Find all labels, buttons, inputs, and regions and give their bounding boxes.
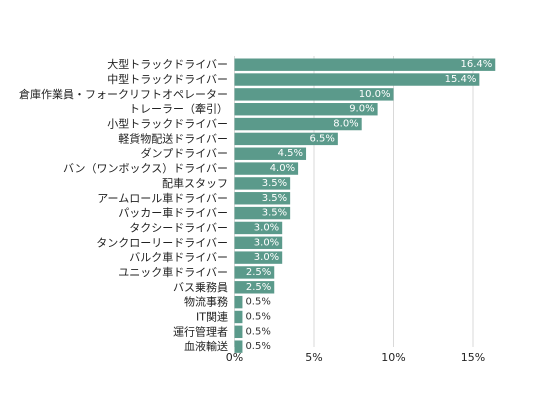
bar <box>234 221 283 235</box>
bar <box>234 162 299 175</box>
category-label: 大型トラックドライバー <box>107 57 228 71</box>
bar-value-label: 0.5% <box>245 341 270 352</box>
category-label: 軽貨物配送ドライバー <box>118 131 228 145</box>
bar <box>234 340 243 353</box>
bar-value-label: 6.5% <box>309 133 334 144</box>
bar <box>234 310 243 324</box>
category-label: アームロール車ドライバー <box>97 191 228 205</box>
bar-value-label: 3.0% <box>254 252 279 263</box>
bar <box>234 295 243 309</box>
category-label: IT関連 <box>196 309 228 323</box>
bar-value-label: 16.4% <box>460 59 492 70</box>
category-label: 物流事務 <box>184 295 228 309</box>
category-label: バルク車ドライバー <box>129 250 228 264</box>
bar <box>234 192 291 205</box>
bar-value-label: 8.0% <box>333 119 358 130</box>
bar <box>234 58 496 71</box>
bar-value-label: 3.0% <box>254 237 279 248</box>
category-label: タクシードライバー <box>129 221 228 234</box>
bar <box>234 147 307 160</box>
category-label: 配車スタッフ <box>162 176 228 190</box>
category-label: バン（ワンボックス）ドライバー <box>63 162 228 175</box>
category-label: 中型トラックドライバー <box>107 72 228 86</box>
bar <box>234 73 480 86</box>
bar <box>234 103 378 116</box>
bar-value-label: 0.5% <box>245 297 270 308</box>
category-label: パッカー車ドライバー <box>118 206 228 220</box>
bar <box>234 177 291 190</box>
x-tick-label: 5% <box>305 351 322 364</box>
bar-value-label: 2.5% <box>246 267 271 278</box>
bar-value-label: 9.0% <box>349 104 374 115</box>
bar-value-label: 3.5% <box>262 178 287 189</box>
bar-value-label: 0.5% <box>245 311 270 322</box>
bar <box>234 236 283 249</box>
bar-value-label: 10.0% <box>359 89 391 100</box>
category-label: トレーラー（牽引） <box>129 102 228 116</box>
bar-value-label: 3.0% <box>254 222 279 233</box>
bars: 16.4% 15.4% 10.0% 9.0% 8.0% 6.5% 4.5% 4.0% 3.5% 3… <box>234 58 496 353</box>
bar-value-label: 4.5% <box>278 148 303 159</box>
category-label: 運行管理者 <box>173 324 228 338</box>
x-tick-label: 15% <box>461 351 485 364</box>
bar <box>234 117 362 131</box>
category-label: ダンプドライバー <box>141 146 228 160</box>
bar <box>234 281 275 294</box>
bar-value-label: 2.5% <box>246 282 271 293</box>
category-label: ユニック車ドライバー <box>118 265 228 279</box>
bar <box>234 325 243 339</box>
category-label: 倉庫作業員・フォークリフトオペレーター <box>19 87 228 101</box>
category-label: 血液輸送 <box>184 339 228 353</box>
x-axis-tick-labels: 0% 5% 10% 15% <box>226 351 485 364</box>
category-label: 小型トラックドライバー <box>107 117 228 131</box>
bar <box>234 251 283 264</box>
bar <box>234 206 291 220</box>
bar-value-label: 4.0% <box>270 163 295 174</box>
category-label: タンクローリードライバー <box>96 236 228 249</box>
category-labels: 大型トラックドライバー中型トラックドライバー倉庫作業員・フォークリフトオペレータ… <box>19 57 228 353</box>
bar-value-label: 3.5% <box>262 193 287 204</box>
bar <box>234 132 338 146</box>
x-tick-label: 10% <box>381 351 405 364</box>
bar-value-label: 3.5% <box>262 208 287 219</box>
category-label: バス乗務員 <box>173 280 228 294</box>
x-tick-label: 0% <box>226 351 243 364</box>
bar <box>234 266 275 279</box>
bar <box>234 88 394 101</box>
bar-value-label: 0.5% <box>245 326 270 337</box>
bar-value-label: 15.4% <box>445 74 477 85</box>
